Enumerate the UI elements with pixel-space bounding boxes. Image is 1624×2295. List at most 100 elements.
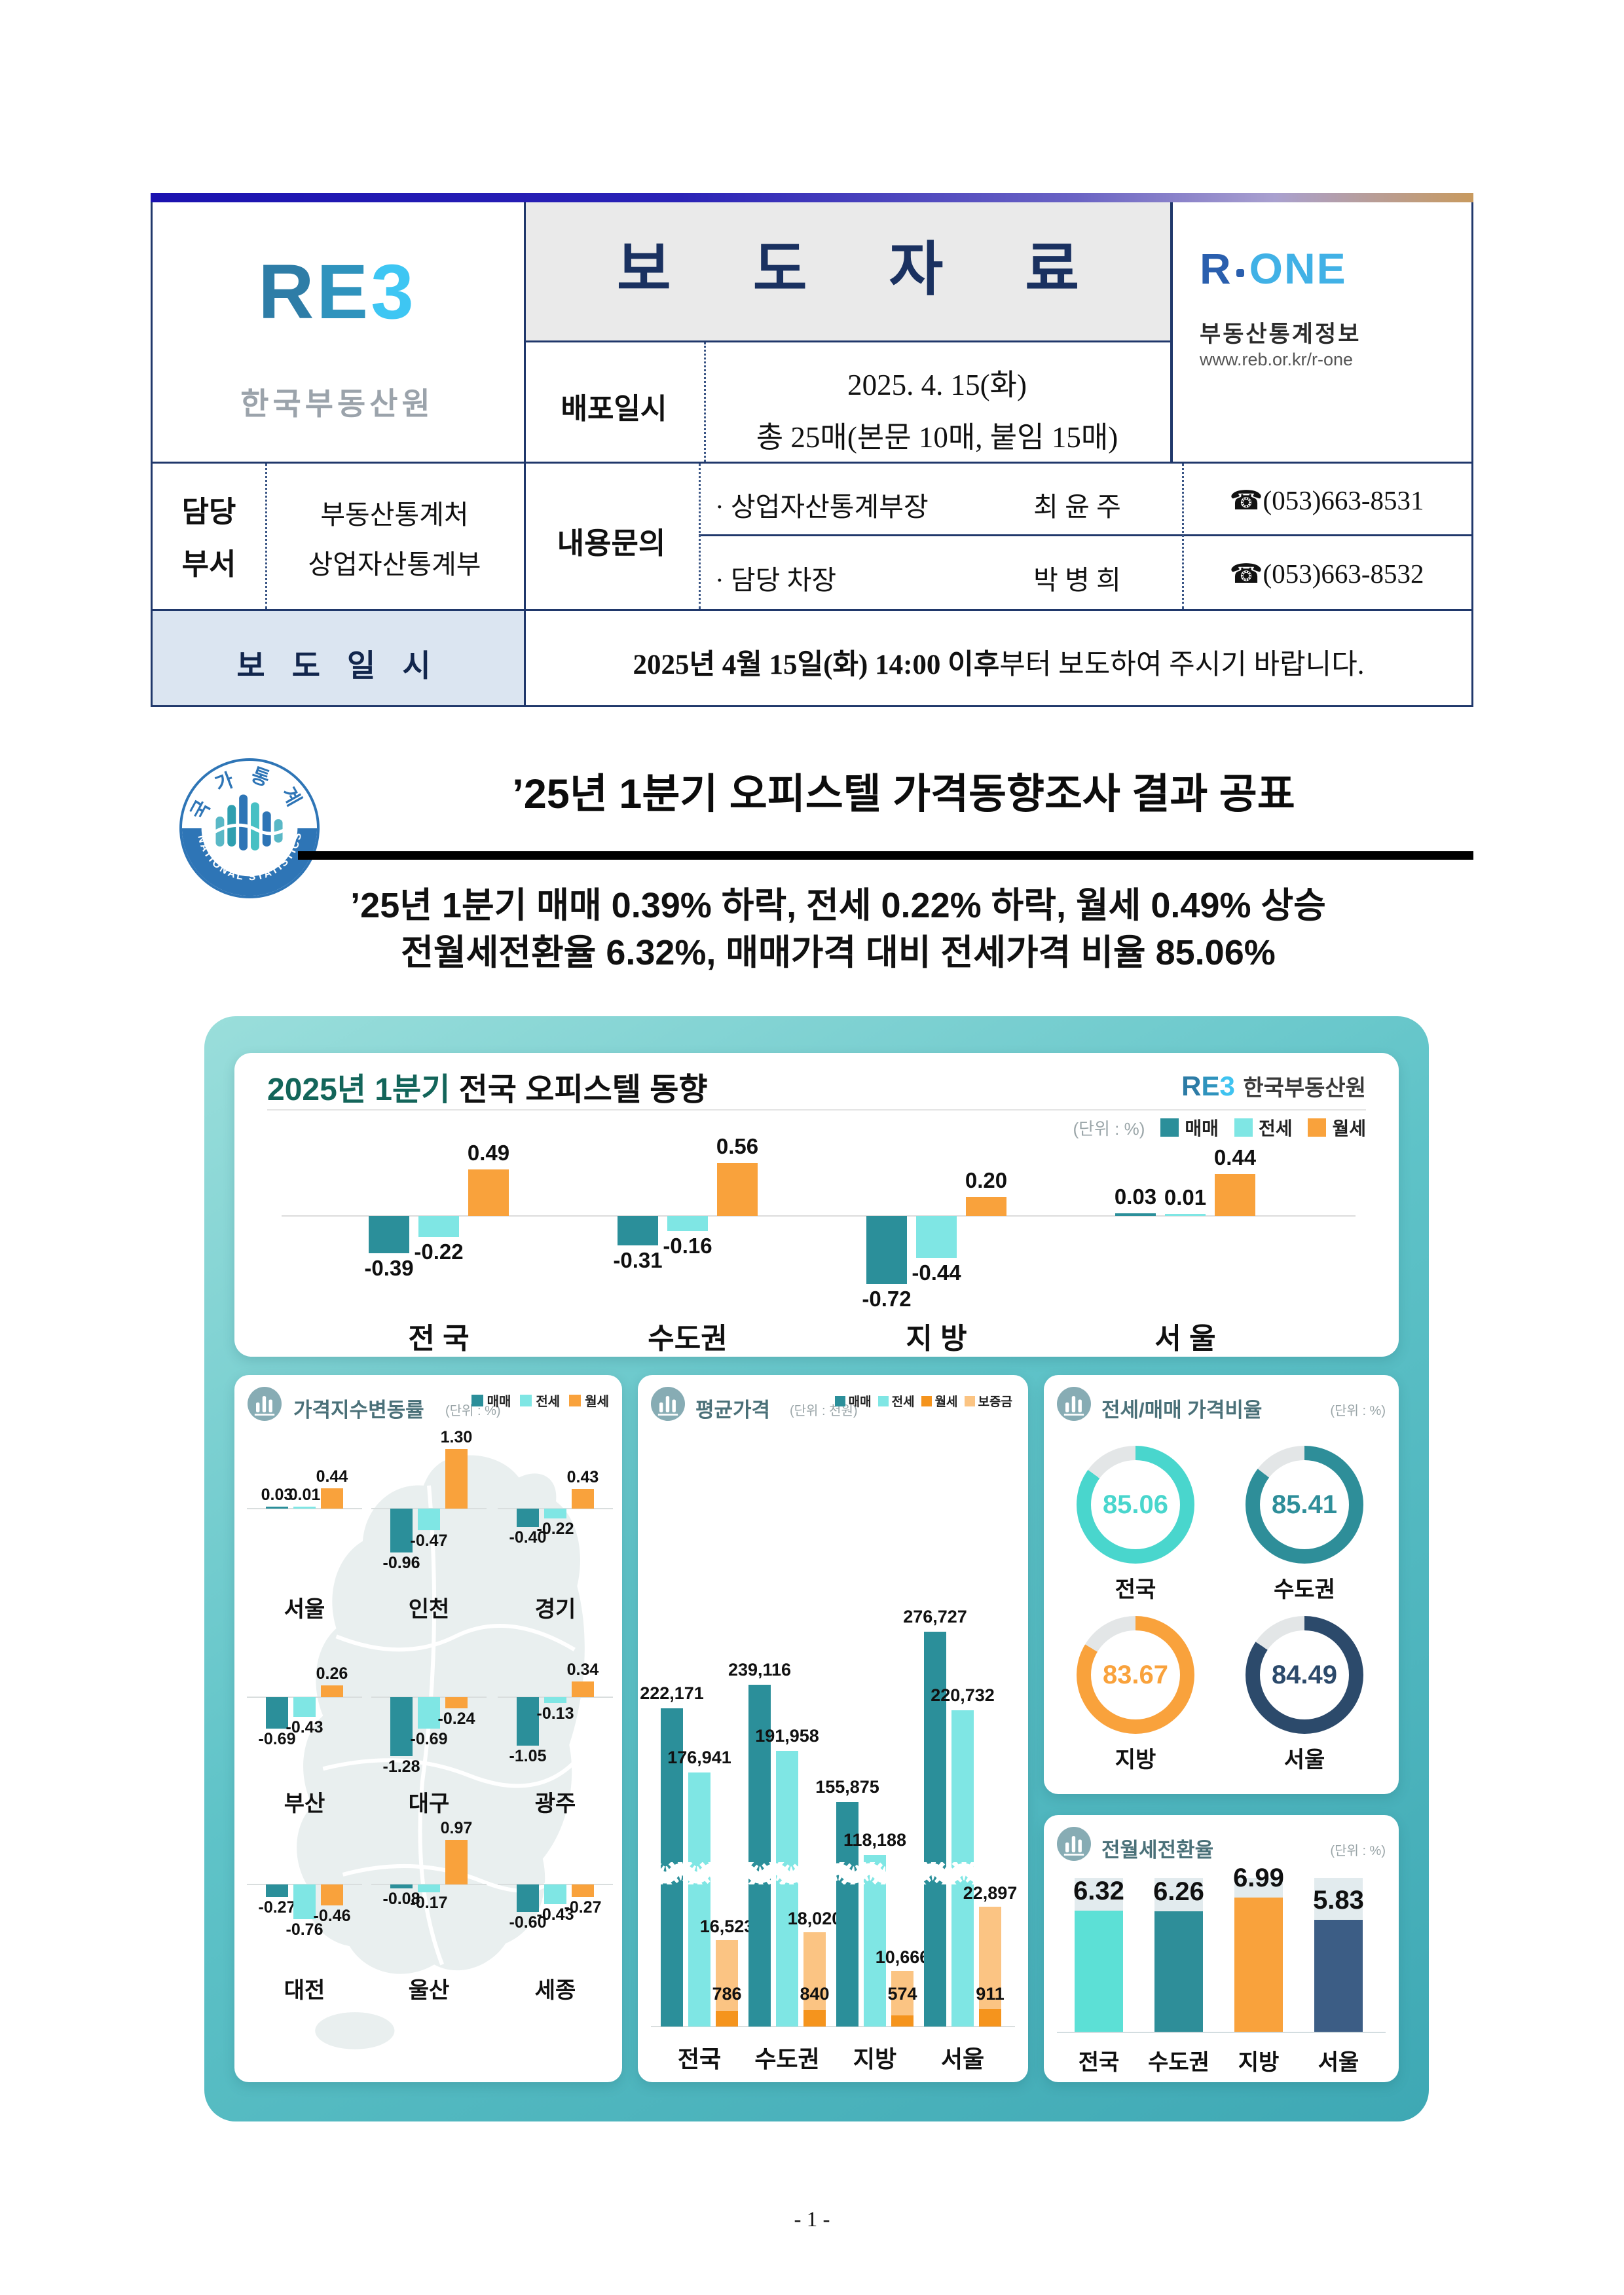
chart-bar bbox=[966, 1197, 1006, 1216]
chart-value-label: 0.01 bbox=[288, 1486, 321, 1504]
axis-break-wave bbox=[642, 1862, 1024, 1884]
chart-bar bbox=[369, 1216, 409, 1253]
rone-logo: R ONE bbox=[1200, 244, 1462, 293]
chart-bar bbox=[517, 1697, 539, 1746]
chart-value-label: 840 bbox=[800, 1984, 830, 2004]
avg-price-title: 평균가격 bbox=[695, 1399, 771, 1422]
bar-chart-icon bbox=[248, 1387, 282, 1421]
reb-logo-letter: E bbox=[1201, 1071, 1220, 1101]
main-card-reb-logo: RE3 한국부동산원 bbox=[1113, 1070, 1366, 1102]
main-card-title: 2025년 1분기 전국 오피스텔 동향 bbox=[267, 1063, 708, 1109]
contact-role-1: · 상업자산통계부장 bbox=[715, 492, 929, 522]
chart-value-label: -0.76 bbox=[286, 1920, 323, 1939]
chart-bar bbox=[836, 1801, 858, 2027]
badge-bars-icon bbox=[211, 794, 295, 851]
unit-label: (단위 : %) bbox=[1073, 1118, 1145, 1139]
chart-bar bbox=[1165, 1214, 1206, 1216]
chart-bar bbox=[468, 1169, 509, 1216]
legend-swatch bbox=[877, 1395, 889, 1406]
contact-label: 내용문의 bbox=[557, 526, 666, 560]
chart-bar bbox=[418, 1697, 440, 1729]
chart-value-label: 1.30 bbox=[440, 1428, 473, 1446]
legend-swatch bbox=[1308, 1118, 1327, 1137]
main-trend-chart: -0.39 -0.31 -0.72 0.03 -0.22 -0.16 -0.44 0.01 0.… bbox=[262, 1134, 1375, 1357]
donut-value: 85.06 bbox=[1102, 1490, 1169, 1519]
category-label: 지방 bbox=[853, 2046, 897, 2072]
release-pages-line: 총 25매(본문 10매, 붙임 15매) bbox=[756, 421, 1118, 454]
chart-value-label: -0.13 bbox=[536, 1704, 574, 1723]
dept-office-line: 상업자산통계부 bbox=[308, 549, 481, 579]
korea-map-silhouette bbox=[297, 1455, 585, 2049]
chart-value-label: -0.96 bbox=[382, 1554, 420, 1573]
donut-label: 수도권 bbox=[1274, 1577, 1335, 1602]
chart-value-label: 191,958 bbox=[755, 1726, 819, 1746]
chart-value-label: 0.34 bbox=[566, 1661, 599, 1680]
chart-value-label: 0.44 bbox=[316, 1467, 348, 1486]
category-label: 전 국 bbox=[408, 1323, 470, 1355]
chart-value-label: -0.22 bbox=[414, 1239, 464, 1264]
legend-swatch bbox=[569, 1394, 581, 1406]
chart-bar bbox=[445, 1697, 468, 1708]
bar-chart-icon bbox=[651, 1387, 685, 1421]
chart-value-label: 239,116 bbox=[728, 1659, 792, 1680]
chart-bar bbox=[321, 1884, 343, 1906]
rone-logo-one: ONE bbox=[1249, 244, 1347, 293]
legend-label: 보증금 bbox=[978, 1395, 1012, 1409]
header-gradient-bar bbox=[151, 193, 1473, 202]
conversion-rate-title: 전월세전환율 bbox=[1101, 1839, 1214, 1862]
main-card-divider bbox=[267, 1109, 1366, 1111]
divider bbox=[524, 202, 526, 705]
legend-label: 매매 bbox=[1185, 1118, 1219, 1139]
reb-logo-name: 한국부동산원 bbox=[1243, 1076, 1366, 1101]
chart-value-label: 222,171 bbox=[640, 1683, 704, 1704]
legend-item: 매매 bbox=[471, 1391, 511, 1410]
legend-item: 월세 bbox=[569, 1391, 609, 1410]
divider bbox=[699, 534, 1471, 536]
chart-value-label: -0.16 bbox=[663, 1234, 712, 1258]
legend-label: 매매 bbox=[487, 1395, 511, 1409]
chart-bar bbox=[979, 1906, 1001, 2027]
reb-logo-subtitle: 한국부동산원 bbox=[240, 386, 434, 421]
legend-swatch bbox=[1160, 1118, 1179, 1137]
chart-value-label: -0.69 bbox=[258, 1730, 296, 1749]
reb-logo-letter: R bbox=[1181, 1071, 1202, 1101]
bar-chart-icon bbox=[1057, 1827, 1091, 1861]
category-label: 서 울 bbox=[1154, 1323, 1216, 1355]
chart-bar bbox=[667, 1216, 708, 1232]
chart-value-label: -0.27 bbox=[564, 1898, 602, 1917]
chart-value-label: -0.39 bbox=[364, 1255, 414, 1280]
chart-bar bbox=[717, 1162, 758, 1216]
chart-bar bbox=[445, 1840, 468, 1884]
category-label: 서울 bbox=[940, 2046, 985, 2072]
chart-value-label: 0.03 bbox=[1114, 1184, 1157, 1209]
chart-value-label: -1.05 bbox=[509, 1746, 547, 1765]
chart-value-label: -0.46 bbox=[313, 1907, 351, 1926]
reb-logo-letter: R bbox=[258, 249, 317, 335]
chart-value-label: 0.56 bbox=[716, 1133, 759, 1158]
chart-value-label: 176,941 bbox=[667, 1747, 731, 1767]
chart-bar bbox=[544, 1884, 566, 1905]
legend-swatch bbox=[921, 1395, 932, 1406]
chart-bar bbox=[293, 1697, 316, 1717]
divider bbox=[265, 464, 267, 609]
chart-value-label: 18,020 bbox=[787, 1908, 842, 1928]
legend-swatch bbox=[1234, 1118, 1253, 1137]
chart-value-label: 0.44 bbox=[1213, 1145, 1257, 1170]
unit-label: (단위 : %) bbox=[1330, 1404, 1386, 1418]
chart-value-label: 0.97 bbox=[440, 1819, 473, 1838]
reb-logo-letter: 3 bbox=[1219, 1071, 1235, 1101]
rone-url: www.reb.or.kr/r-one bbox=[1200, 350, 1354, 369]
chart-value-label: -0.17 bbox=[410, 1893, 448, 1912]
chart-value-label: -0.40 bbox=[509, 1528, 547, 1547]
bar-chart-icon bbox=[1057, 1387, 1091, 1421]
chart-value-label: 0.03 bbox=[261, 1486, 293, 1504]
donut-value: 85.41 bbox=[1271, 1490, 1338, 1519]
chart-bar bbox=[266, 1884, 288, 1897]
chart-value-label: -0.44 bbox=[912, 1260, 961, 1285]
legend-label: 월세 bbox=[1332, 1118, 1366, 1139]
chart-value-label: -0.24 bbox=[437, 1709, 475, 1728]
chart-bar bbox=[293, 1884, 316, 1920]
divider bbox=[1182, 464, 1184, 609]
legend-label: 매매 bbox=[848, 1395, 872, 1409]
region-label: 경기 bbox=[534, 1597, 576, 1622]
